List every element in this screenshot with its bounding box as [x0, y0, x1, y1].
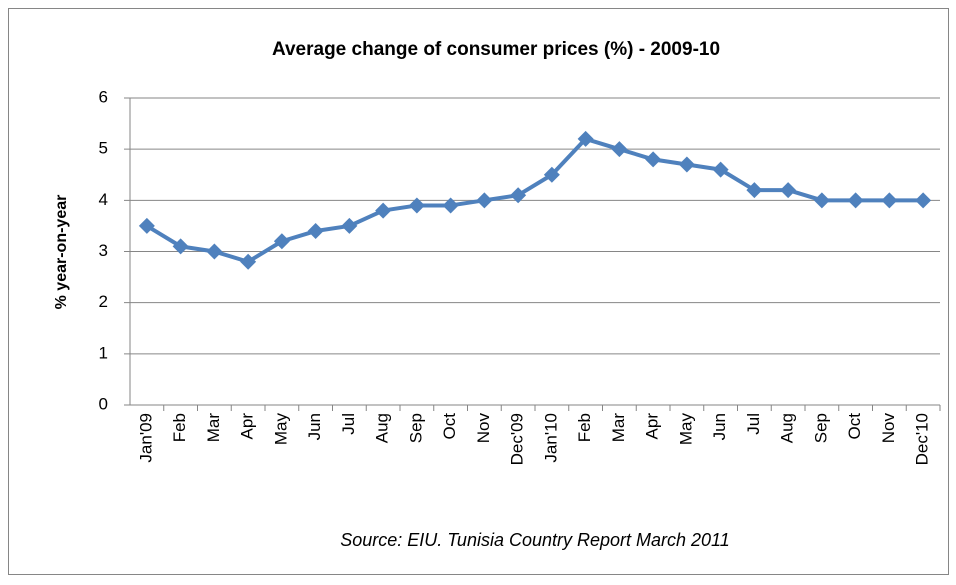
data-marker — [206, 243, 223, 260]
y-tick-label: 4 — [99, 190, 108, 209]
x-tick-label: Aug — [778, 413, 797, 443]
data-marker — [375, 202, 392, 219]
data-marker — [712, 161, 729, 178]
data-marker — [476, 192, 493, 209]
x-tick-label: Oct — [845, 413, 864, 440]
data-marker — [442, 197, 459, 214]
x-tick-label: Jun — [305, 413, 324, 440]
x-tick-label: Jan'10 — [541, 413, 560, 463]
x-tick-label: Feb — [575, 413, 594, 442]
data-marker — [881, 192, 898, 209]
data-marker — [341, 217, 358, 234]
data-marker — [813, 192, 830, 209]
x-tick-label: Mar — [609, 413, 628, 443]
data-marker — [577, 130, 594, 147]
data-marker — [172, 238, 189, 255]
chart-title: Average change of consumer prices (%) - … — [272, 39, 720, 60]
data-marker — [847, 192, 864, 209]
data-marker — [543, 166, 560, 183]
data-marker — [273, 233, 290, 250]
x-tick-label: Nov — [474, 413, 493, 444]
x-tick-label: Jul — [744, 413, 763, 435]
x-tick-label: Jan'09 — [136, 413, 155, 463]
y-tick-label: 0 — [99, 394, 108, 413]
y-tick-label: 6 — [99, 87, 108, 106]
x-tick-label: Nov — [879, 413, 898, 444]
x-tick-label: Oct — [440, 413, 459, 440]
data-marker — [746, 182, 763, 199]
data-marker — [611, 141, 628, 158]
x-tick-label: Jul — [339, 413, 358, 435]
x-tick-label: Sep — [406, 413, 425, 443]
x-tick-label: May — [271, 413, 290, 446]
data-marker — [510, 187, 527, 204]
x-tick-label: May — [676, 413, 695, 446]
x-tick-label: Jun — [710, 413, 729, 440]
x-tick-label: Dec'09 — [508, 413, 527, 465]
chart-border — [8, 8, 949, 575]
x-tick-label: Apr — [643, 413, 662, 440]
y-tick-label: 3 — [99, 241, 108, 260]
x-tick-label: Mar — [204, 413, 223, 443]
x-tick-label: Sep — [811, 413, 830, 443]
data-marker — [138, 217, 155, 234]
data-marker — [408, 197, 425, 214]
data-marker — [307, 223, 324, 240]
y-axis-label: % year-on-year — [53, 195, 70, 310]
data-marker — [240, 253, 257, 270]
x-tick-label: Aug — [373, 413, 392, 443]
data-marker — [780, 182, 797, 199]
y-tick-label: 2 — [99, 292, 108, 311]
source-note: Source: EIU. Tunisia Country Report Marc… — [340, 530, 730, 550]
data-marker — [678, 156, 695, 173]
x-tick-label: Apr — [238, 413, 257, 440]
data-marker — [645, 151, 662, 168]
data-marker — [915, 192, 932, 209]
y-tick-label: 1 — [99, 343, 108, 362]
y-tick-label: 5 — [99, 139, 108, 158]
x-tick-label: Dec'10 — [913, 413, 932, 465]
x-tick-label: Feb — [170, 413, 189, 442]
